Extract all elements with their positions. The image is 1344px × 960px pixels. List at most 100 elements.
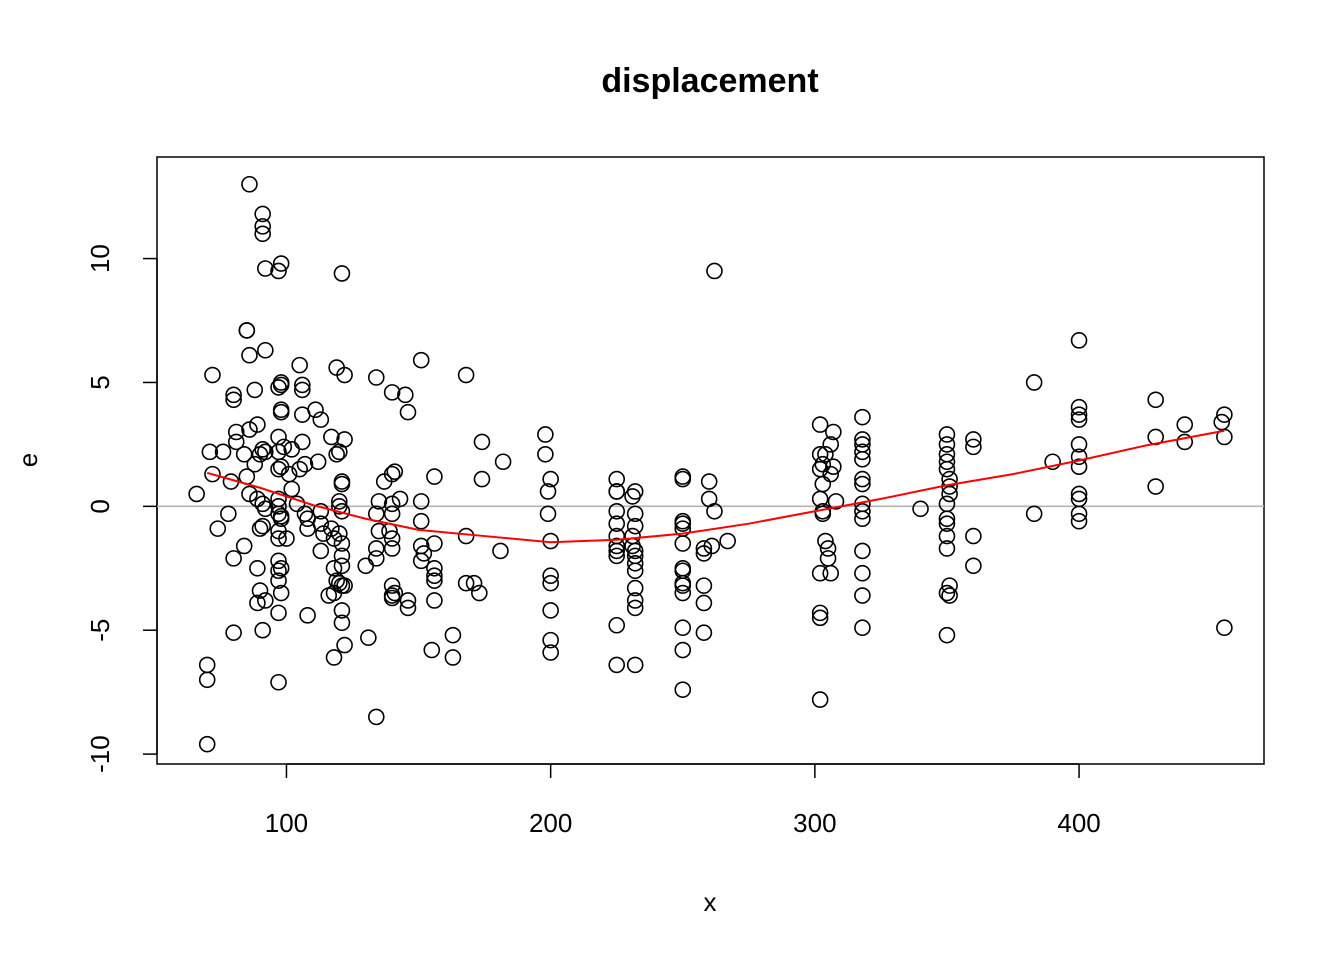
- data-point: [444, 626, 462, 644]
- data-point: [965, 527, 982, 545]
- data-point: [537, 446, 554, 463]
- data-point: [254, 218, 271, 235]
- data-point: [357, 557, 375, 575]
- y-tick-label: 10: [85, 244, 115, 273]
- data-point: [399, 599, 417, 617]
- data-point: [1070, 512, 1088, 530]
- chart-title: displacement: [601, 62, 818, 100]
- data-point: [825, 458, 842, 475]
- data-point: [626, 579, 644, 597]
- data-point: [333, 547, 351, 565]
- x-tick-label: 300: [793, 808, 836, 838]
- data-point: [257, 260, 274, 277]
- data-point: [542, 470, 559, 488]
- data-point: [811, 604, 829, 622]
- data-point: [270, 552, 287, 570]
- data-point: [312, 502, 330, 520]
- x-tick-label: 200: [529, 808, 572, 838]
- data-point: [811, 564, 829, 582]
- smoothed-trend-line: [206, 429, 1225, 544]
- data-point: [674, 681, 692, 698]
- data-point: [1216, 619, 1233, 637]
- data-point: [965, 557, 982, 575]
- data-point: [270, 604, 287, 622]
- data-point: [695, 577, 713, 594]
- data-point: [938, 626, 956, 644]
- data-point: [854, 431, 871, 448]
- data-point: [608, 616, 626, 634]
- data-point: [941, 587, 958, 604]
- data-point: [471, 584, 488, 602]
- data-point: [465, 574, 483, 592]
- data-point: [854, 502, 871, 520]
- data-point: [383, 540, 401, 557]
- data-point: [825, 423, 842, 441]
- data-point: [367, 369, 385, 386]
- data-point: [819, 540, 837, 557]
- data-point: [1176, 433, 1194, 451]
- data-point: [225, 624, 242, 641]
- data-point: [333, 265, 351, 282]
- data-point: [1070, 436, 1088, 453]
- data-point: [941, 485, 958, 503]
- data-point: [386, 584, 404, 602]
- data-point: [251, 582, 269, 599]
- y-tick-label: -5: [85, 619, 115, 642]
- data-point: [225, 391, 242, 409]
- data-point: [291, 460, 308, 478]
- data-point: [608, 537, 626, 555]
- data-point: [854, 587, 871, 604]
- data-point: [270, 498, 287, 515]
- data-point: [1070, 458, 1088, 475]
- data-point: [225, 550, 242, 567]
- data-point: [608, 502, 626, 520]
- data-point: [1044, 453, 1061, 471]
- data-point: [270, 460, 287, 478]
- data-point: [608, 547, 626, 565]
- data-point: [695, 594, 713, 612]
- data-point: [325, 530, 343, 547]
- data-point: [1070, 505, 1088, 523]
- data-point: [198, 735, 216, 753]
- data-point: [608, 542, 626, 560]
- data-point: [608, 656, 626, 674]
- data-point: [811, 416, 829, 433]
- data-point: [473, 470, 491, 488]
- data-point: [965, 431, 982, 448]
- data-point: [695, 624, 713, 641]
- data-point: [426, 567, 443, 585]
- y-axis-label: e: [13, 453, 43, 467]
- data-point: [254, 225, 271, 243]
- data-point: [412, 493, 430, 510]
- y-tick-label: 0: [85, 499, 115, 513]
- data-point: [1070, 398, 1088, 416]
- data-point: [383, 530, 401, 547]
- data-point: [1147, 478, 1164, 495]
- data-point: [241, 485, 258, 503]
- data-point: [188, 485, 205, 503]
- data-point: [315, 525, 332, 542]
- data-point: [241, 346, 258, 364]
- data-point: [307, 401, 324, 419]
- data-point: [397, 386, 414, 404]
- data-point: [938, 495, 956, 513]
- data-point: [854, 408, 871, 426]
- y-tick-label: 5: [85, 375, 115, 389]
- data-point: [542, 644, 559, 661]
- data-point: [941, 577, 958, 594]
- data-point: [938, 460, 956, 478]
- data-point: [626, 517, 644, 535]
- data-point: [272, 510, 290, 528]
- data-point: [542, 602, 559, 619]
- data-point: [608, 515, 626, 532]
- data-point: [426, 535, 443, 552]
- data-point: [814, 505, 832, 523]
- data-point: [854, 475, 871, 493]
- data-point: [241, 175, 258, 193]
- data-point: [254, 205, 271, 223]
- data-point: [1216, 428, 1233, 446]
- data-point: [270, 673, 287, 691]
- data-point: [695, 540, 713, 557]
- data-point: [333, 475, 351, 493]
- data-point: [294, 381, 311, 399]
